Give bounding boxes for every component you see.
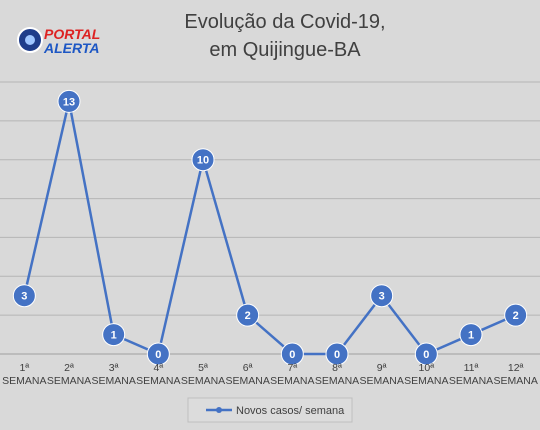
chart-title: Evolução da Covid-19, em Quijingue-BA [184,11,386,61]
marker [504,303,528,327]
legend-swatch [216,407,222,413]
x-tick-label: 10ª SEMANA [404,362,449,387]
x-tick-label: 1ª SEMANA [2,362,47,387]
data-label: 0 [423,349,429,361]
x-tick-label: 12ª SEMANA [493,362,538,387]
line [23,101,517,356]
data-label: 1 [111,330,117,342]
marker [325,342,349,366]
x-tick-label: 8ª SEMANA [314,362,360,387]
marker [414,342,438,366]
data-label: 3 [21,291,27,303]
data-label: 10 [197,155,209,167]
x-tick-label: 6ª SEMANA [225,362,270,387]
x-tick-label: 9ª SEMANA [359,362,404,387]
data-label: 1 [468,330,474,342]
marker [191,148,215,172]
x-tick-label: 7ª SEMANA [270,362,315,387]
legend-label: Novos casos/ semana [236,405,345,417]
marker [236,303,260,327]
x-tick-label: 4ª SEMANA [136,362,181,387]
data-label: 0 [155,349,161,361]
marker [57,89,81,113]
data-label: 3 [379,291,385,303]
data-label: 2 [513,310,519,322]
data-label: 2 [245,310,251,322]
x-tick-label: 5ª SEMANA [180,362,226,387]
marker [459,323,483,347]
x-tick-label: 2ª SEMANA [46,362,92,387]
x-tick-label: 11ª SEMANA [448,362,494,387]
data-label: 0 [289,349,295,361]
marker [102,323,126,347]
marker [12,284,36,308]
marker [146,342,170,366]
marker [280,342,304,366]
logo-text: PORTAL [44,26,101,42]
x-tick-label: 3ª SEMANA [91,362,136,387]
marker [370,284,394,308]
data-label: 13 [63,96,75,108]
logo-text: ALERTA [44,40,100,56]
logo-icon [25,35,35,45]
data-label: 0 [334,349,340,361]
